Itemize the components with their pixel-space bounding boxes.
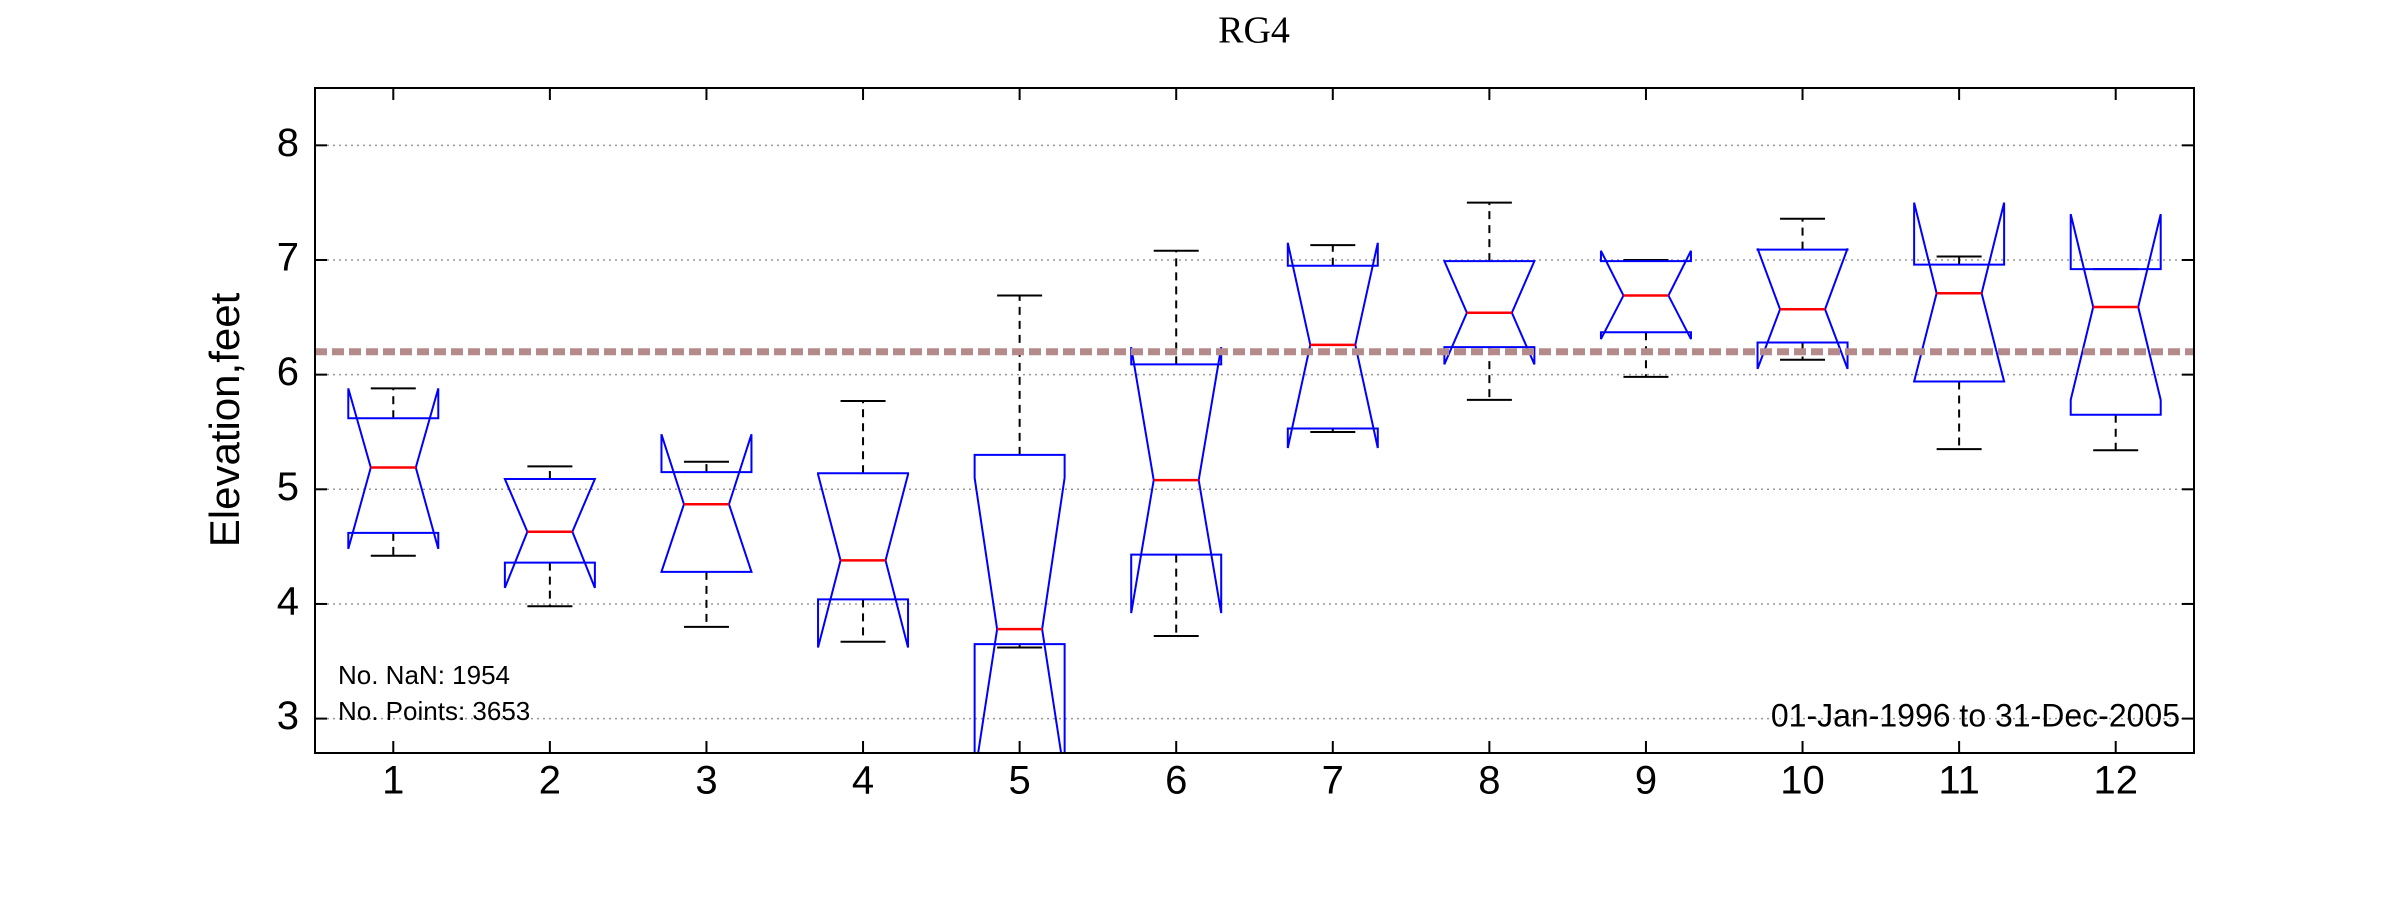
- plot-area: [315, 201, 2194, 753]
- x-tick-label: 5: [1009, 759, 1031, 803]
- x-tick-label: 10: [1780, 759, 1825, 803]
- x-tick-label: 4: [852, 759, 874, 803]
- x-tick-label: 7: [1322, 759, 1344, 803]
- annotation: No. NaN: 1954: [338, 660, 510, 690]
- x-tick-label: 11: [1938, 759, 1980, 803]
- box: [1599, 250, 1692, 340]
- y-tick-label: 6: [277, 350, 299, 394]
- box: [1442, 260, 1536, 365]
- chart-title: RG4: [1218, 10, 1290, 52]
- y-tick-label: 5: [277, 465, 299, 509]
- annotation: 01-Jan-1996 to 31-Dec-2005: [1771, 697, 2180, 733]
- y-axis-label: Elevation,feet: [201, 292, 248, 547]
- x-tick-label: 12: [2093, 759, 2138, 803]
- box: [2069, 213, 2162, 416]
- box: [1756, 248, 1849, 370]
- box: [1130, 346, 1223, 614]
- box: [660, 433, 753, 573]
- x-tick-label: 6: [1165, 759, 1187, 803]
- annotation: No. Points: 3653: [338, 696, 530, 726]
- box: [973, 453, 1066, 753]
- axes-frame: [314, 87, 2195, 754]
- box: [347, 388, 440, 550]
- box: [1286, 242, 1379, 449]
- box: [1912, 202, 2006, 383]
- x-tick-label: 1: [382, 759, 404, 803]
- x-tick-label: 8: [1478, 759, 1500, 803]
- box: [817, 472, 910, 648]
- x-tick-label: 2: [539, 759, 561, 803]
- x-tick-label: 9: [1635, 759, 1657, 803]
- grid: [315, 144, 2194, 720]
- y-tick-label: 3: [277, 694, 299, 738]
- y-tick-label: 4: [277, 580, 299, 624]
- y-tick-label: 8: [277, 121, 299, 165]
- box: [503, 477, 597, 589]
- x-tick-label: 3: [695, 759, 717, 803]
- y-tick-label: 7: [277, 236, 299, 280]
